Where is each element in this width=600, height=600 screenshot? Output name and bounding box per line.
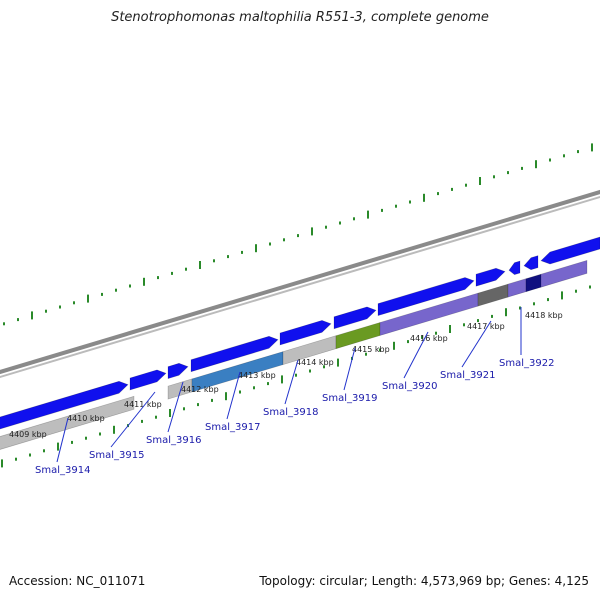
feature-block[interactable] [525, 273, 542, 293]
gene-arrow[interactable] [279, 320, 332, 346]
gene-label[interactable]: Smal_3920 [382, 381, 437, 392]
gene-label-leader [461, 320, 492, 368]
gene-arrow[interactable] [523, 255, 539, 271]
feature-block[interactable] [477, 283, 509, 307]
gene-arrow[interactable] [129, 369, 167, 391]
gene-arrow[interactable] [508, 260, 521, 275]
feature-block[interactable] [507, 278, 527, 298]
gene-label-leader [284, 359, 299, 405]
tick-label: 4415 kbp [352, 345, 390, 354]
gene-label-leader [403, 331, 429, 379]
tick-label: 4409 kbp [9, 430, 47, 439]
gene-arrow[interactable] [333, 306, 377, 330]
tick-label: 4413 kbp [238, 371, 276, 380]
gene-label[interactable]: Smal_3922 [499, 358, 554, 369]
gene-arrow[interactable] [475, 267, 506, 287]
tick-label: 4412 kbp [181, 385, 219, 394]
gene-arrow[interactable] [167, 362, 189, 380]
accession-label: Accession: NC_011071 [9, 574, 146, 588]
tick-label: 4417 kbp [467, 322, 505, 331]
gene-label-leader [167, 381, 184, 433]
gene-label-leader [56, 417, 69, 463]
gene-label[interactable]: Smal_3918 [263, 407, 318, 418]
gene-label-leader [226, 371, 241, 420]
gene-arrow[interactable] [190, 335, 279, 373]
gene-arrow[interactable] [0, 380, 129, 430]
gene-label[interactable]: Smal_3914 [35, 465, 90, 476]
tick-label: 4416 kbp [410, 334, 448, 343]
map-title: Stenotrophomonas maltophilia R551-3, com… [111, 10, 489, 25]
gene-label[interactable]: Smal_3921 [440, 370, 495, 381]
tick-label: 4410 kbp [67, 414, 105, 423]
tick-label: 4418 kbp [525, 311, 563, 320]
gene-label-leader [343, 347, 356, 391]
gene-label[interactable]: Smal_3916 [146, 435, 201, 446]
gene-label[interactable]: Smal_3915 [89, 450, 144, 461]
backbone-shadow [0, 195, 600, 379]
genome-summary: Topology: circular; Length: 4,573,969 bp… [259, 574, 589, 588]
feature-block[interactable] [540, 259, 588, 288]
gene-label[interactable]: Smal_3917 [205, 422, 260, 433]
tick-label: 4411 kbp [124, 400, 162, 409]
gene-arrow[interactable] [377, 277, 475, 317]
gene-arrow[interactable] [540, 236, 600, 265]
gene-label[interactable]: Smal_3919 [322, 393, 377, 404]
tick-label: 4414 kbp [296, 358, 334, 367]
gene-label-leader [110, 391, 156, 448]
backbone-line [0, 189, 600, 375]
